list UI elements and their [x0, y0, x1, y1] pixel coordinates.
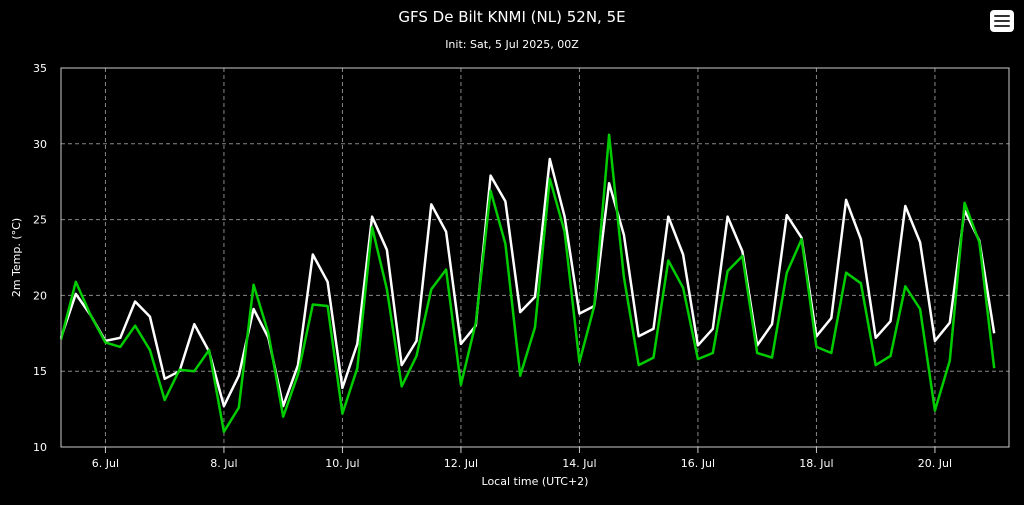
plot-border [60, 67, 1010, 448]
x-tick-label: 16. Jul [681, 457, 715, 470]
x-tick-label: 8. Jul [210, 457, 237, 470]
x-tick-label: 6. Jul [92, 457, 119, 470]
y-tick-label: 25 [33, 214, 47, 227]
x-axis-title: Local time (UTC+2) [482, 475, 589, 488]
y-axis-ticks: 10 15 20 25 30 35 [33, 62, 47, 454]
x-tick-label: 14. Jul [562, 457, 596, 470]
plot-area [61, 68, 1009, 447]
series-line-2 [59, 133, 996, 434]
chart-subtitle: Init: Sat, 5 Jul 2025, 00Z [445, 38, 579, 51]
x-tick-label: 18. Jul [799, 457, 833, 470]
x-axis-ticks: 6. Jul 8. Jul 10. Jul 12. Jul 14. Jul 16. Jul… [92, 447, 952, 470]
x-tick-label: 20. Jul [918, 457, 952, 470]
series-line-1 [59, 157, 996, 408]
y-tick-label: 10 [33, 441, 47, 454]
y-tick-label: 15 [33, 365, 47, 378]
x-tick-label: 12. Jul [444, 457, 478, 470]
y-axis-title: 2m Temp. (°C) [10, 218, 23, 297]
series-lines [59, 133, 996, 434]
y-tick-label: 20 [33, 289, 47, 302]
y-tick-label: 35 [33, 62, 47, 75]
x-tick-label: 10. Jul [325, 457, 359, 470]
y-tick-label: 30 [33, 138, 47, 151]
chart-title: GFS De Bilt KNMI (NL) 52N, 5E [398, 8, 626, 26]
hamburger-menu-icon[interactable] [990, 10, 1014, 32]
